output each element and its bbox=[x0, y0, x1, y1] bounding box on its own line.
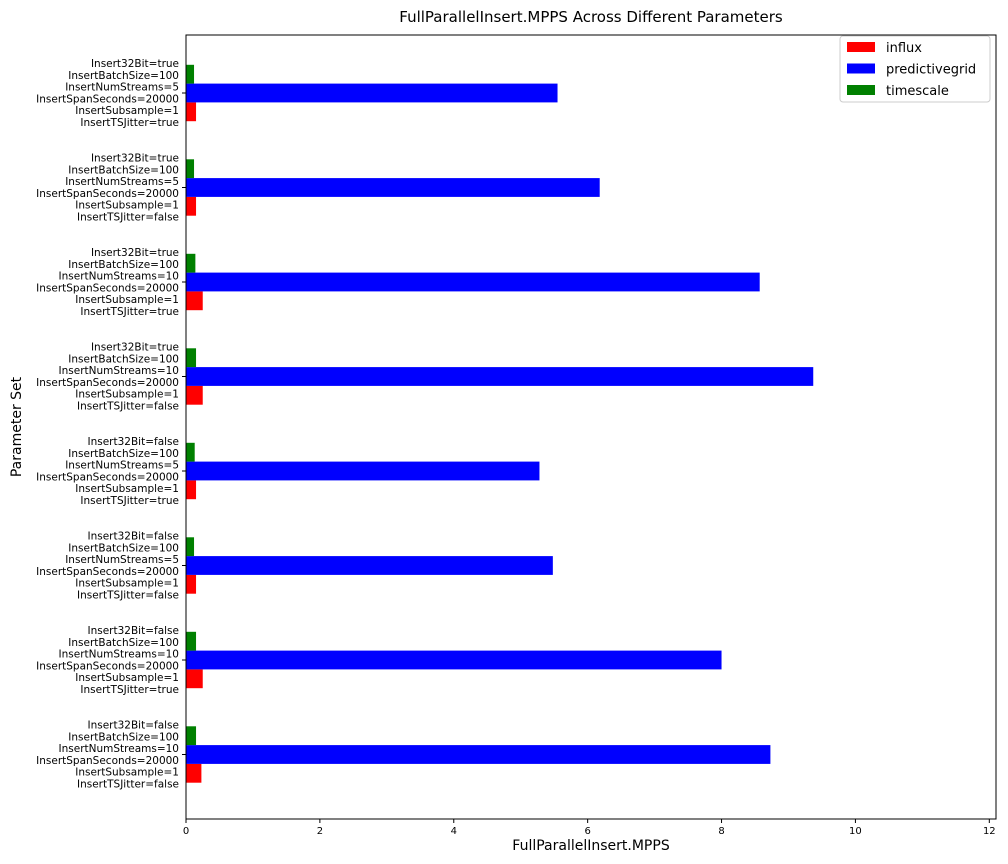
category-label-line: InsertTSJitter=true bbox=[80, 495, 179, 507]
bar-influx bbox=[186, 196, 197, 216]
x-tick-label: 4 bbox=[451, 826, 457, 837]
y-axis-label: Parameter Set bbox=[9, 376, 25, 477]
bar-timescale bbox=[186, 631, 197, 651]
bar-timescale bbox=[186, 348, 197, 368]
category-label-line: Insert32Bit=false bbox=[88, 436, 180, 448]
plot-frame bbox=[185, 34, 997, 820]
category-label-line: InsertSpanSeconds=20000 bbox=[36, 660, 179, 672]
category-label-line: Insert32Bit=true bbox=[91, 342, 179, 354]
category-label-line: InsertSubsample=1 bbox=[75, 483, 179, 495]
category-label-line: InsertTSJitter=false bbox=[77, 212, 179, 224]
category-label-line: InsertTSJitter=true bbox=[80, 684, 179, 696]
chart-title: FullParallelInsert.MPPS Across Different… bbox=[399, 8, 783, 26]
category-label-line: InsertBatchSize=100 bbox=[68, 164, 179, 176]
bar-predictivegrid bbox=[186, 745, 771, 764]
x-tick-label: 12 bbox=[983, 826, 996, 837]
category-label-line: InsertNumStreams=10 bbox=[59, 365, 179, 377]
category-label-line: InsertTSJitter=true bbox=[80, 306, 179, 318]
x-tick-label: 2 bbox=[317, 826, 323, 837]
category-label-line: InsertNumStreams=10 bbox=[59, 743, 179, 755]
category-label-line: InsertNumStreams=5 bbox=[65, 176, 179, 188]
bar-timescale bbox=[186, 442, 195, 462]
category-label-line: InsertSpanSeconds=20000 bbox=[36, 93, 179, 105]
category-label-line: InsertSubsample=1 bbox=[75, 294, 179, 306]
legend-box bbox=[839, 35, 991, 103]
bar-influx bbox=[186, 102, 197, 122]
bar-influx bbox=[186, 385, 203, 405]
category-label-line: Insert32Bit=true bbox=[91, 247, 179, 259]
category-label-line: Insert32Bit=false bbox=[88, 531, 180, 543]
category-label-line: InsertSpanSeconds=20000 bbox=[36, 188, 179, 200]
bar-predictivegrid bbox=[186, 556, 553, 575]
bar-influx bbox=[186, 574, 197, 594]
legend-swatch-influx bbox=[847, 42, 875, 52]
category-label-line: Insert32Bit=true bbox=[91, 58, 179, 70]
category-label-line: InsertBatchSize=100 bbox=[68, 259, 179, 271]
bar-timescale bbox=[186, 253, 196, 273]
bar-predictivegrid bbox=[186, 461, 540, 481]
category-label-line: InsertNumStreams=10 bbox=[59, 271, 179, 283]
bar-influx bbox=[186, 480, 197, 500]
category-label-line: InsertSpanSeconds=20000 bbox=[36, 282, 179, 294]
x-tick-label: 8 bbox=[718, 826, 724, 837]
category-label-line: InsertSpanSeconds=20000 bbox=[36, 471, 179, 483]
bar-influx bbox=[186, 291, 203, 311]
category-label-line: InsertBatchSize=100 bbox=[68, 448, 179, 460]
category-label-line: InsertBatchSize=100 bbox=[68, 637, 179, 649]
category-label-line: InsertTSJitter=false bbox=[77, 590, 179, 602]
category-label-line: InsertTSJitter=false bbox=[77, 401, 179, 413]
bar-timescale bbox=[186, 726, 197, 746]
category-label-line: InsertSpanSeconds=20000 bbox=[36, 566, 179, 578]
category-label-line: InsertNumStreams=5 bbox=[65, 460, 179, 472]
legend-swatch-timescale bbox=[847, 85, 875, 95]
bar-predictivegrid bbox=[186, 650, 722, 670]
legend-label: timescale bbox=[886, 84, 949, 99]
category-label-line: InsertSubsample=1 bbox=[75, 389, 179, 401]
bar-timescale bbox=[186, 159, 195, 179]
category-label-line: InsertTSJitter=true bbox=[80, 117, 179, 129]
bar-predictivegrid bbox=[186, 83, 558, 103]
category-label-line: InsertBatchSize=100 bbox=[68, 70, 179, 82]
x-tick-label: 0 bbox=[183, 826, 189, 837]
legend: influx predictivegrid timescale bbox=[839, 35, 991, 103]
category-label-line: InsertBatchSize=100 bbox=[68, 731, 179, 743]
x-tick-label: 10 bbox=[849, 826, 862, 837]
category-label-line: InsertSubsample=1 bbox=[75, 578, 179, 590]
category-label-line: Insert32Bit=true bbox=[91, 153, 179, 165]
category-label-line: InsertNumStreams=5 bbox=[65, 554, 179, 566]
category-label-line: InsertSpanSeconds=20000 bbox=[36, 755, 179, 767]
bar-timescale bbox=[186, 64, 195, 84]
category-label-line: InsertNumStreams=10 bbox=[59, 649, 179, 661]
bar-influx bbox=[186, 763, 202, 783]
category-label-line: InsertSubsample=1 bbox=[75, 200, 179, 212]
category-label-line: Insert32Bit=false bbox=[88, 625, 180, 637]
category-label-line: Insert32Bit=false bbox=[88, 720, 180, 732]
category-label-line: InsertSubsample=1 bbox=[75, 105, 179, 117]
category-label-line: InsertSubsample=1 bbox=[75, 672, 179, 684]
legend-label: influx bbox=[886, 41, 922, 56]
legend-swatch-predictivegrid bbox=[847, 63, 875, 74]
x-axis-label: FullParallelInsert.MPPS bbox=[512, 838, 670, 854]
category-label-line: InsertBatchSize=100 bbox=[68, 542, 179, 554]
category-label-line: InsertSubsample=1 bbox=[75, 767, 179, 779]
bar-predictivegrid bbox=[186, 178, 600, 197]
x-tick-label: 6 bbox=[584, 826, 590, 837]
category-label-line: InsertNumStreams=5 bbox=[65, 82, 179, 94]
plot-area: 0 2 4 6 8 10 12Insert32Bit=trueInsertBatchSize… bbox=[36, 58, 996, 837]
legend-label: predictivegrid bbox=[886, 63, 976, 78]
category-label-line: InsertSpanSeconds=20000 bbox=[36, 377, 179, 389]
bar-predictivegrid bbox=[186, 272, 760, 292]
category-label-line: InsertTSJitter=false bbox=[77, 779, 179, 791]
bar-predictivegrid bbox=[186, 367, 814, 386]
category-label-line: InsertBatchSize=100 bbox=[68, 353, 179, 365]
bar-influx bbox=[186, 669, 203, 689]
bar-timescale bbox=[186, 537, 195, 557]
